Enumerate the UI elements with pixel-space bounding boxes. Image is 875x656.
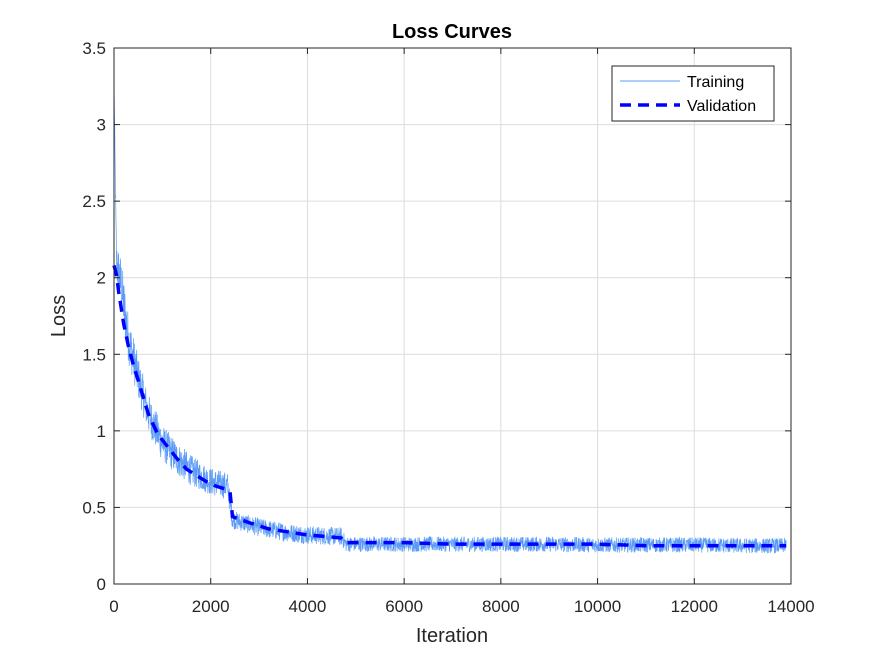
series-layer — [112, 78, 787, 554]
y-tick-label: 0.5 — [82, 498, 106, 517]
y-tick-label: 1.5 — [82, 345, 106, 364]
x-tick-label: 6000 — [385, 597, 423, 616]
legend-label-validation: Validation — [687, 98, 756, 115]
x-tick-label: 2000 — [192, 597, 230, 616]
y-tick-label: 2 — [97, 269, 106, 288]
x-tick-label: 14000 — [767, 597, 814, 616]
x-tick-label: 10000 — [574, 597, 621, 616]
axes-box — [113, 47, 792, 585]
plot-area: 0 2000 4000 6000 8000 10000 12000 14000 0 0.5 1 1.… — [82, 39, 814, 616]
chart-title: Loss Curves — [392, 21, 512, 43]
legend-box — [611, 65, 775, 122]
y-tick-label: 1 — [97, 422, 106, 441]
y-tick-label: 3 — [97, 116, 106, 135]
y-tick-label: 2.5 — [82, 192, 106, 211]
x-axis-ticks: 0 2000 4000 6000 8000 10000 12000 14000 — [109, 48, 815, 616]
legend-label-training: Training — [687, 74, 744, 91]
x-tick-label: 8000 — [482, 597, 520, 616]
y-axis-ticks: 0 0.5 1 1.5 2 2.5 3 3.5 — [82, 39, 791, 594]
x-tick-label: 4000 — [289, 597, 327, 616]
y-axis-label: Loss — [48, 295, 70, 337]
axes-background — [114, 48, 791, 584]
x-tick-label: 12000 — [671, 597, 718, 616]
x-tick-label: 0 — [109, 597, 118, 616]
y-tick-label: 0 — [97, 575, 106, 594]
series-validation-line — [112, 265, 787, 548]
x-axis-label: Iteration — [416, 625, 488, 647]
legend: Training Validation — [611, 65, 775, 122]
y-tick-label: 3.5 — [82, 39, 106, 58]
